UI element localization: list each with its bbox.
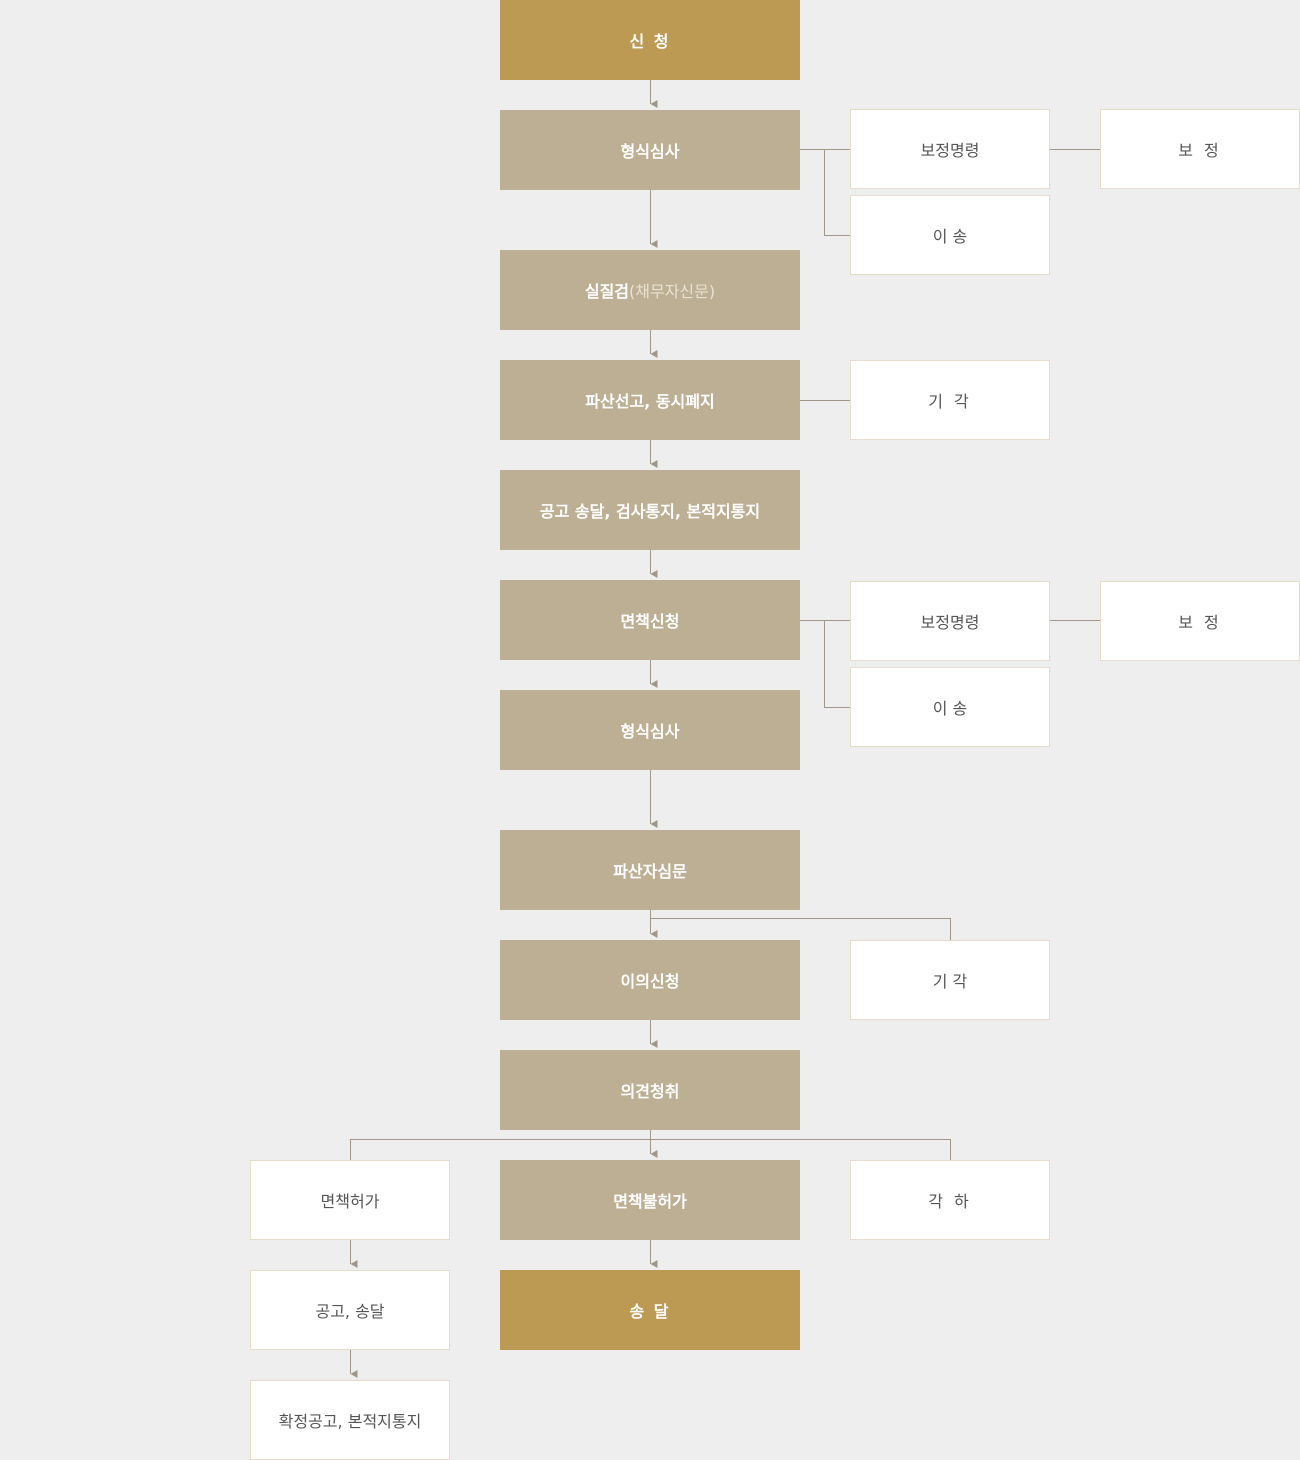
side-label: 각 하 [928,1192,972,1211]
step-formal-review: 형식심사 [500,110,800,190]
step-substantive-review: 실질검 (채무자신문) [500,250,800,330]
side-correction-1: 보 정 [1100,109,1300,189]
side-label: 기 각 [932,972,968,991]
step-bankrupt-hearing: 파산자심문 [500,830,800,910]
step-application: 신 청 [500,0,800,80]
step-label: 신 청 [629,32,671,51]
step-public-notice: 공고 송달, 검사통지, 본적지통지 [500,470,800,550]
step-label: 의견청취 [620,1082,680,1101]
step-objection: 이의신청 [500,940,800,1020]
side-final-notice: 확정공고, 본적지통지 [250,1380,450,1460]
side-dismissal-2: 기 각 [850,940,1050,1020]
step-delivery: 송 달 [500,1270,800,1350]
side-label: 면책허가 [320,1192,380,1211]
step-label: 공고 송달, 검사통지, 본적지통지 [539,502,761,521]
step-discharge-denied: 면책불허가 [500,1160,800,1240]
side-label: 보정명령 [920,613,980,632]
step-label: 송 달 [629,1302,671,1321]
side-notice-delivery: 공고, 송달 [250,1270,450,1350]
side-label: 이 송 [932,699,968,718]
side-label: 확정공고, 본적지통지 [278,1412,422,1431]
step-label: 파산자심문 [613,862,687,881]
step-opinion-hearing: 의견청취 [500,1050,800,1130]
side-rejection: 각 하 [850,1160,1050,1240]
branch-line [650,918,951,940]
step-label: 이의신청 [620,972,680,991]
side-label: 기 각 [928,392,972,411]
branch-line [350,1139,951,1160]
side-label: 보 정 [1178,613,1222,632]
step-label: 면책불허가 [613,1192,687,1211]
side-label: 공고, 송달 [315,1302,385,1321]
side-label: 보정명령 [920,141,980,160]
side-label: 이 송 [932,227,968,246]
side-correction-order-1: 보정명령 [850,109,1050,189]
side-transfer-1: 이 송 [850,195,1050,275]
step-discharge-application: 면책신청 [500,580,800,660]
step-label: 형식심사 [620,142,680,161]
side-transfer-2: 이 송 [850,667,1050,747]
branch-line [824,620,850,708]
step-label: 실질검 [584,282,630,301]
step-label: 파산선고, 동시폐지 [585,392,715,411]
side-dismissal-1: 기 각 [850,360,1050,440]
side-label: 보 정 [1178,141,1222,160]
side-correction-order-2: 보정명령 [850,581,1050,661]
step-formal-review-2: 형식심사 [500,690,800,770]
step-label: 면책신청 [620,612,680,631]
side-discharge-granted: 면책허가 [250,1160,450,1240]
step-sublabel: (채무자신문) [629,282,716,301]
step-label: 형식심사 [620,722,680,741]
step-bankruptcy-declaration: 파산선고, 동시폐지 [500,360,800,440]
branch-line [824,149,850,236]
side-correction-2: 보 정 [1100,581,1300,661]
